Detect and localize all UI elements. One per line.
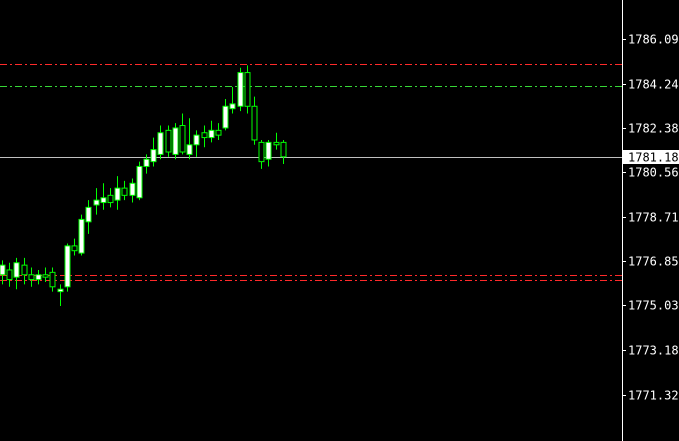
candle-body xyxy=(121,187,128,196)
current-price-tag-background xyxy=(623,150,679,164)
candle xyxy=(186,118,193,160)
candle xyxy=(229,87,236,114)
candle-body xyxy=(186,144,193,155)
price-axis-ticks: 1786.095 1784.240 1782.385 1780.565 1778.710… xyxy=(622,33,679,403)
candle xyxy=(78,214,85,256)
candle xyxy=(150,137,157,167)
candle xyxy=(13,257,20,290)
candle-body xyxy=(237,72,244,107)
candle xyxy=(244,65,251,114)
candle-body xyxy=(143,158,150,167)
candle-body xyxy=(215,129,222,136)
candle-body xyxy=(71,245,78,252)
candle xyxy=(57,284,64,307)
candle xyxy=(172,123,179,160)
current-price-tag: 1781.185 xyxy=(623,150,679,165)
candle xyxy=(265,139,272,167)
candle-body xyxy=(93,199,100,206)
candle xyxy=(28,267,35,287)
candle xyxy=(21,257,28,285)
candle xyxy=(71,238,78,256)
candle-body xyxy=(85,206,92,223)
candle-body xyxy=(13,262,20,278)
candle xyxy=(208,120,215,143)
candle xyxy=(237,67,244,112)
candle-body xyxy=(150,149,157,163)
level-lines xyxy=(0,64,622,281)
candle-body xyxy=(21,264,28,276)
candle-body xyxy=(273,141,280,146)
candle-body xyxy=(208,129,215,139)
price-tick-label: 1782.385 xyxy=(628,122,679,136)
candle-body xyxy=(64,245,71,288)
candle-body xyxy=(244,72,251,107)
candle-body xyxy=(0,264,6,276)
candle xyxy=(280,139,287,165)
price-tick-label: 1778.710 xyxy=(628,211,679,225)
candle xyxy=(143,154,150,174)
candle xyxy=(107,188,114,208)
candle xyxy=(215,123,222,140)
candle-body xyxy=(280,141,287,158)
candle-body xyxy=(57,288,64,293)
candle xyxy=(42,267,49,282)
price-tick-label: 1776.855 xyxy=(628,255,679,269)
candle-body xyxy=(157,132,164,155)
candle xyxy=(258,139,265,169)
candle xyxy=(100,183,107,210)
candle-body xyxy=(100,197,107,204)
candle-body xyxy=(193,134,200,146)
candle xyxy=(6,262,13,287)
candle xyxy=(35,269,42,285)
candle xyxy=(93,188,100,215)
candle-body xyxy=(165,129,172,153)
price-tick-label: 1771.325 xyxy=(628,389,679,403)
candle-body xyxy=(114,187,121,201)
candles-group xyxy=(0,65,287,307)
price-tick-label: 1784.240 xyxy=(628,78,679,92)
candle-body xyxy=(136,165,143,199)
candle-body xyxy=(179,125,186,153)
candle-body xyxy=(28,274,35,281)
candle xyxy=(273,132,280,150)
candle xyxy=(49,267,56,292)
candle-body xyxy=(6,269,13,281)
price-tick-label: 1773.180 xyxy=(628,344,679,358)
candle-body xyxy=(258,141,265,163)
candle-body xyxy=(49,271,56,288)
candle xyxy=(193,130,200,157)
candle-body xyxy=(222,105,229,129)
candle-body xyxy=(107,194,114,204)
candle xyxy=(129,178,136,203)
candle xyxy=(201,125,208,148)
candle xyxy=(222,99,229,131)
candle-body xyxy=(78,218,85,254)
candle xyxy=(179,113,186,155)
candle xyxy=(114,176,121,210)
candle-body xyxy=(229,103,236,110)
candle-body xyxy=(172,127,179,155)
candle xyxy=(165,125,172,157)
candle xyxy=(85,200,92,234)
price-tick-label: 1775.035 xyxy=(628,299,679,313)
candle-body xyxy=(251,105,258,141)
candle-body xyxy=(201,132,208,139)
candle xyxy=(0,260,6,285)
candle-body xyxy=(265,141,272,160)
candle-body xyxy=(129,182,136,196)
candle xyxy=(251,96,258,145)
candle xyxy=(64,243,71,292)
candle xyxy=(121,180,128,201)
candle-body xyxy=(42,274,49,278)
price-tick-label: 1780.565 xyxy=(628,166,679,180)
price-tick-label: 1786.095 xyxy=(628,33,679,47)
candle xyxy=(157,125,164,160)
candle xyxy=(136,161,143,201)
candle-body xyxy=(35,274,42,281)
current-price-label: 1781.185 xyxy=(628,151,679,165)
